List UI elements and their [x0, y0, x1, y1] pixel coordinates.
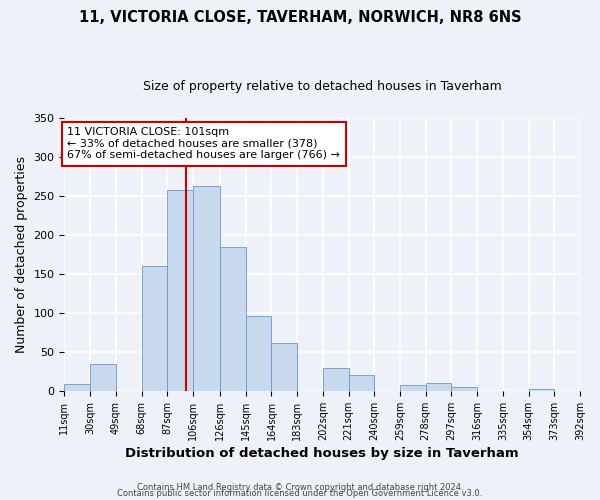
Text: Contains public sector information licensed under the Open Government Licence v3: Contains public sector information licen…	[118, 490, 482, 498]
Bar	[349, 374, 374, 391]
Bar	[451, 387, 477, 391]
Text: 11 VICTORIA CLOSE: 101sqm
← 33% of detached houses are smaller (378)
67% of semi: 11 VICTORIA CLOSE: 101sqm ← 33% of detac…	[67, 127, 340, 160]
Text: Contains HM Land Registry data © Crown copyright and database right 2024.: Contains HM Land Registry data © Crown c…	[137, 484, 463, 492]
Bar	[323, 368, 349, 391]
Bar	[271, 342, 297, 391]
Bar	[167, 190, 193, 391]
Text: 11, VICTORIA CLOSE, TAVERHAM, NORWICH, NR8 6NS: 11, VICTORIA CLOSE, TAVERHAM, NORWICH, N…	[79, 10, 521, 25]
Bar	[64, 384, 90, 391]
Bar	[529, 390, 554, 391]
Bar	[193, 186, 220, 391]
Bar	[426, 383, 451, 391]
Y-axis label: Number of detached properties: Number of detached properties	[15, 156, 28, 353]
Bar	[246, 316, 271, 391]
Title: Size of property relative to detached houses in Taverham: Size of property relative to detached ho…	[143, 80, 502, 93]
Bar	[400, 386, 426, 391]
X-axis label: Distribution of detached houses by size in Taverham: Distribution of detached houses by size …	[125, 447, 519, 460]
Bar	[90, 364, 116, 391]
Bar	[220, 246, 246, 391]
Bar	[142, 266, 167, 391]
